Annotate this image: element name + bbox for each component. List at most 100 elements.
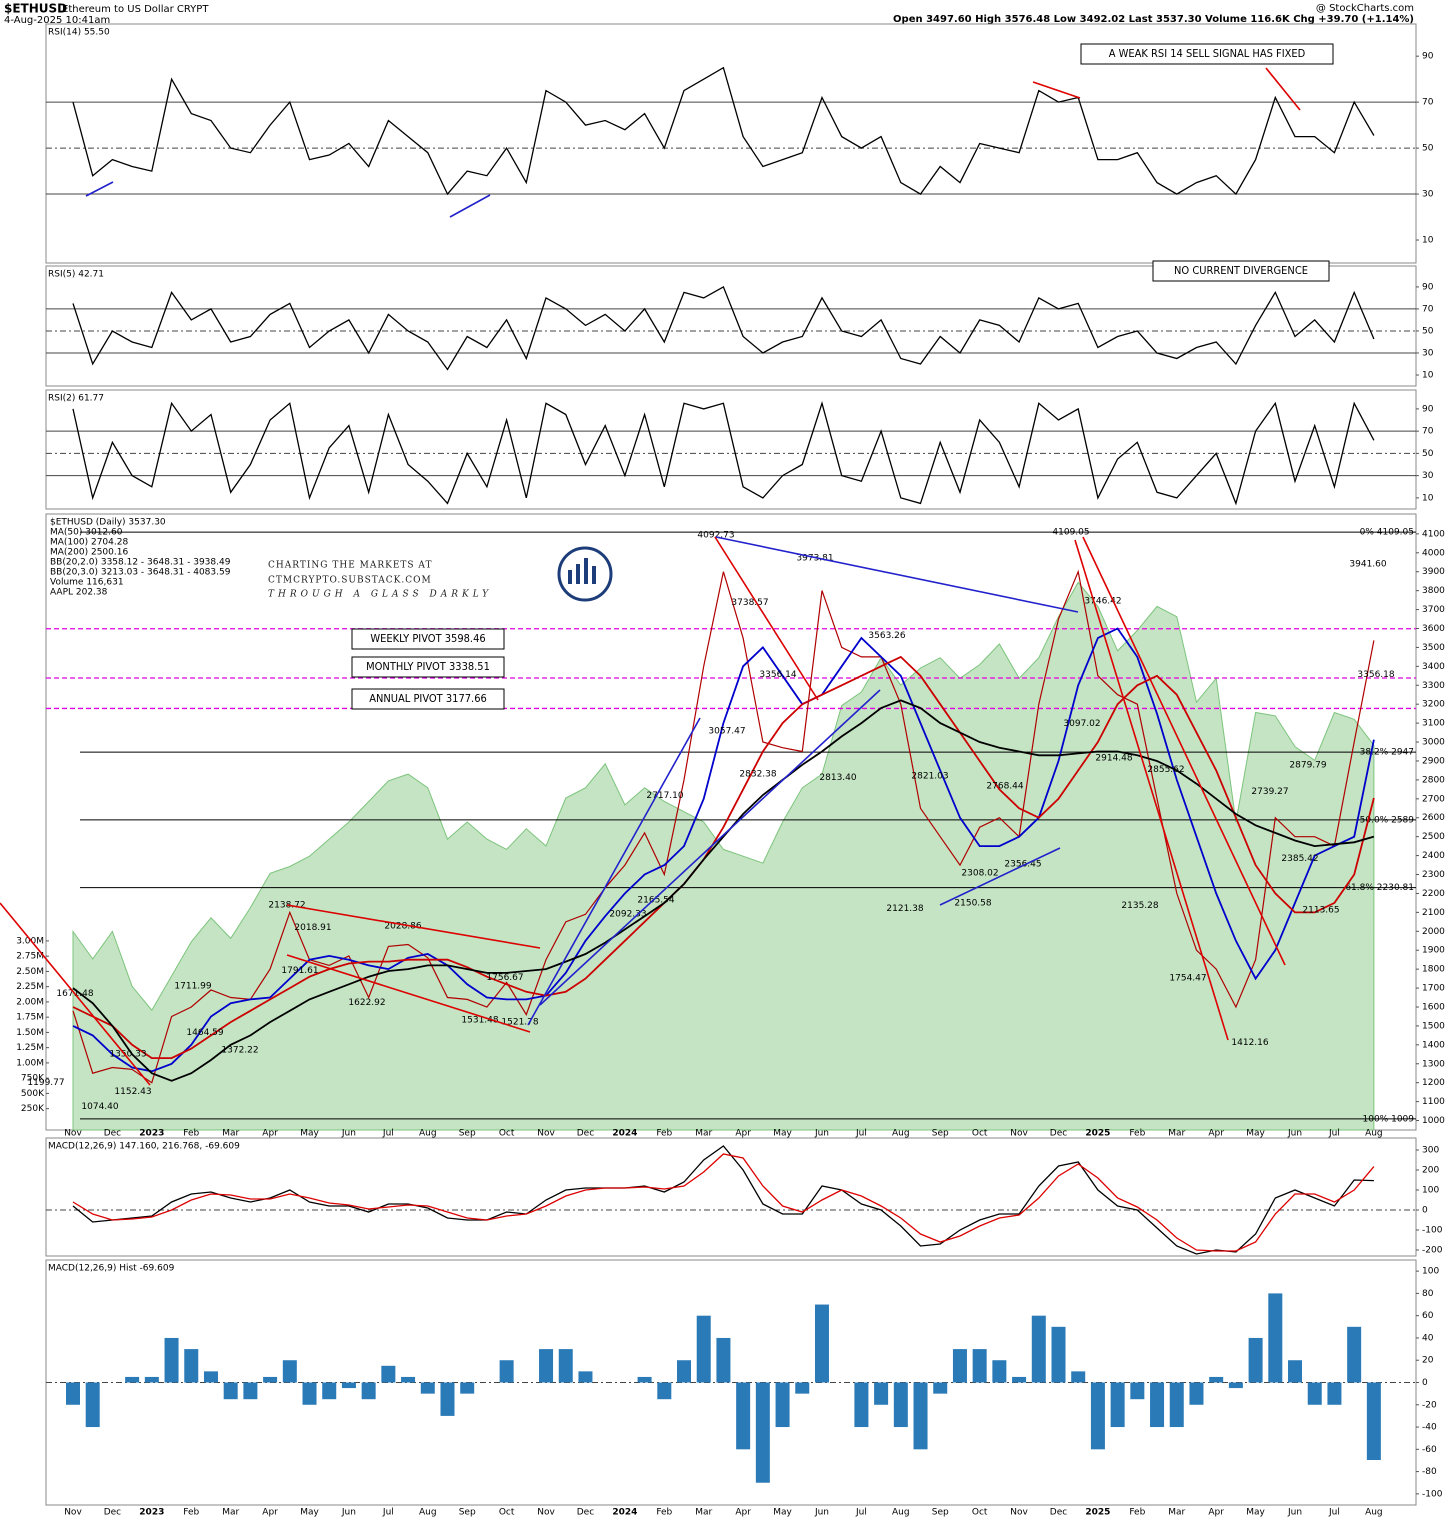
- price-label: 1756.67: [486, 973, 523, 983]
- x-tick-label: Jun: [814, 1129, 829, 1139]
- hist-bar: [775, 1382, 790, 1428]
- panel-frame: [45, 265, 1417, 387]
- hist-bar: [716, 1337, 731, 1383]
- y-tick-label: 4000: [1422, 548, 1445, 558]
- indicator-line: [72, 285, 1375, 371]
- hist-bar: [1248, 1337, 1263, 1383]
- x-tick-label: Apr: [262, 1508, 278, 1518]
- x-tick-label: Feb: [183, 1129, 199, 1139]
- hist-bar: [795, 1382, 810, 1394]
- y-tick-label: 50: [1422, 449, 1434, 459]
- y-tick-label: 3400: [1422, 662, 1445, 672]
- x-tick-label: Oct: [972, 1129, 988, 1139]
- hist-bar: [125, 1376, 140, 1383]
- x-tick-label: Jun: [1287, 1129, 1302, 1139]
- x-tick-label: Oct: [972, 1508, 988, 1518]
- moving-average: [72, 627, 1375, 1073]
- x-tick-label: Dec: [577, 1129, 594, 1139]
- hist-bar: [203, 1371, 218, 1383]
- y-tick-label: 3000: [1422, 738, 1445, 748]
- y-tick-label: 2500: [1422, 832, 1445, 842]
- y-tick-label: -200: [1422, 1246, 1443, 1256]
- x-tick-label: Oct: [499, 1508, 515, 1518]
- watermark: CTMCRYPTO.SUBSTACK.COM: [268, 576, 432, 586]
- y-tick-label: -20: [1422, 1400, 1437, 1410]
- y-tick-label: 50: [1422, 326, 1434, 336]
- x-tick-label: Aug: [892, 1129, 910, 1139]
- volume-tick-label: 2.00M: [16, 997, 44, 1007]
- x-tick-label: Nov: [1010, 1129, 1028, 1139]
- y-tick-label: 30: [1422, 471, 1434, 481]
- y-tick-label: -40: [1422, 1423, 1437, 1433]
- price-label: 2121.38: [886, 904, 923, 914]
- indicator-line: [72, 401, 1375, 506]
- rsi-arrow: [85, 181, 114, 197]
- price-label: 2092.33: [609, 909, 646, 919]
- rsi-arrow: [449, 194, 491, 218]
- fib-label: 61.8% 2230.81: [1345, 883, 1414, 893]
- y-tick-label: 90: [1422, 404, 1434, 414]
- x-tick-label: Nov: [1010, 1508, 1028, 1518]
- price-label: 1199.77: [27, 1078, 64, 1088]
- hist-bar: [144, 1376, 159, 1383]
- x-tick-label: Jul: [855, 1129, 867, 1139]
- x-tick-label: Mar: [222, 1129, 239, 1139]
- hist-bar: [322, 1382, 337, 1400]
- hist-bar: [992, 1360, 1007, 1383]
- y-tick-label: 0: [1422, 1206, 1428, 1216]
- price-label: 4092.73: [697, 531, 734, 541]
- y-tick-label: 30: [1422, 190, 1434, 200]
- volume-tick-label: 1.00M: [16, 1058, 44, 1068]
- moving-average: [72, 699, 1375, 1082]
- y-tick-label: 100: [1422, 1186, 1439, 1196]
- price-label: 1152.43: [114, 1087, 151, 1097]
- y-tick-label: 70: [1422, 427, 1434, 437]
- y-tick-label: 2100: [1422, 908, 1445, 918]
- y-tick-label: 1700: [1422, 984, 1445, 994]
- x-tick-label: May: [773, 1508, 792, 1518]
- panel-label: RSI(2) 61.77: [48, 394, 104, 404]
- y-tick-label: 3500: [1422, 643, 1445, 653]
- panel-label: MACD(12,26,9) Hist -69.609: [48, 1264, 175, 1274]
- hist-bar: [282, 1360, 297, 1383]
- rsi-arrow: [1032, 81, 1081, 99]
- hist-bar: [361, 1382, 376, 1400]
- hist-bar: [263, 1376, 278, 1383]
- volume-tick-label: 2.75M: [16, 952, 44, 962]
- y-tick-label: 2200: [1422, 889, 1445, 899]
- x-tick-label: Dec: [1050, 1508, 1067, 1518]
- x-tick-label: Feb: [656, 1508, 672, 1518]
- y-tick-label: 3600: [1422, 624, 1445, 634]
- price-label: 2739.27: [1251, 787, 1288, 797]
- trendline: [939, 847, 1061, 906]
- hist-bar: [243, 1382, 258, 1400]
- y-tick-label: 1200: [1422, 1078, 1445, 1088]
- pivot-box: [351, 688, 505, 710]
- y-tick-label: 2800: [1422, 775, 1445, 785]
- legend-entry: MA(100) 2704.28: [50, 538, 128, 548]
- moving-average: [72, 655, 1375, 1059]
- x-tick-label: 2025: [1085, 1508, 1110, 1518]
- x-tick-label: Feb: [1129, 1508, 1145, 1518]
- price-label: 2018.91: [294, 923, 331, 933]
- y-tick-label: 300: [1422, 1146, 1439, 1156]
- hist-bar: [578, 1371, 593, 1383]
- legend-entry: AAPL 202.38: [50, 588, 108, 598]
- hist-bar: [1228, 1382, 1243, 1389]
- y-tick-label: 200: [1422, 1166, 1439, 1176]
- y-tick-label: 10: [1422, 493, 1434, 503]
- x-tick-label: Dec: [577, 1508, 594, 1518]
- y-tick-label: 2000: [1422, 927, 1445, 937]
- volume-tick-label: 2.25M: [16, 982, 44, 992]
- hist-bar: [657, 1382, 672, 1400]
- price-label: 1412.16: [1231, 1038, 1268, 1048]
- x-tick-label: 2024: [612, 1508, 637, 1518]
- y-tick-label: 3700: [1422, 605, 1445, 615]
- x-tick-label: May: [300, 1508, 319, 1518]
- x-tick-label: Mar: [695, 1508, 712, 1518]
- price-label: 2385.42: [1281, 854, 1318, 864]
- x-tick-label: Mar: [695, 1129, 712, 1139]
- pivot-box: [351, 628, 505, 650]
- pivot-label: MONTHLY PIVOT 3338.51: [366, 660, 490, 673]
- trendline: [714, 536, 819, 701]
